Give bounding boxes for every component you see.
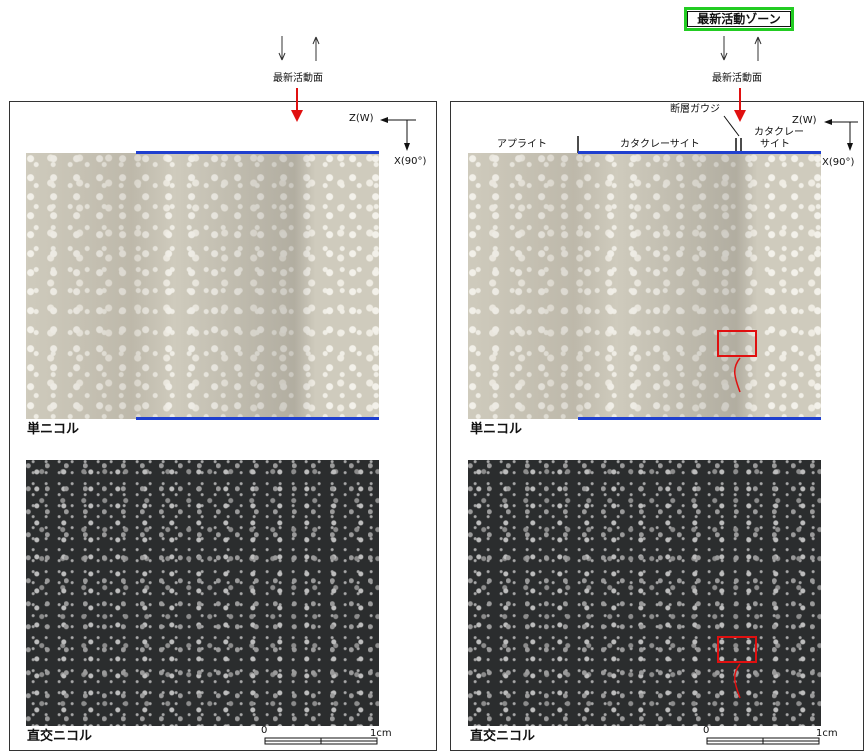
left-plane-polarized-label: 単ニコル bbox=[27, 422, 80, 437]
left-bottom-blue-line bbox=[136, 417, 379, 420]
right-panel bbox=[450, 101, 864, 751]
left-latest-plane-label: 最新活動面 bbox=[273, 73, 323, 84]
cataclasite-label: カタクレーサイト bbox=[620, 139, 700, 150]
latest-zone-label: 最新活動ゾーン bbox=[687, 11, 791, 27]
left-plane-polarized-image bbox=[26, 153, 379, 419]
left-panel bbox=[9, 101, 437, 751]
right-x-axis-label: X(90°) bbox=[822, 157, 855, 168]
right-x-axis-arrow bbox=[847, 122, 853, 151]
aplite-label: アプライト bbox=[497, 139, 547, 150]
right-z-axis-label: Z(W) bbox=[792, 115, 817, 126]
latest-zone-box bbox=[684, 7, 794, 31]
left-red-arrow bbox=[291, 88, 303, 122]
cataclasite-right-label-line2: サイト bbox=[760, 139, 790, 150]
left-scale-one-cm: 1cm bbox=[370, 728, 392, 739]
left-z-axis-arrow bbox=[380, 117, 416, 123]
right-cross-polarized-label: 直交ニコル bbox=[470, 729, 536, 744]
right-shear-sense-arrows bbox=[720, 36, 762, 61]
fault-gouge-label: 断層ガウジ bbox=[670, 104, 720, 115]
right-xpl-red-curve bbox=[734, 663, 741, 699]
left-scale-zero: 0 bbox=[261, 725, 268, 736]
right-plane-polarized-label: 単ニコル bbox=[470, 422, 523, 437]
left-x-axis-arrow bbox=[404, 120, 410, 151]
right-plane-polarized-image bbox=[468, 153, 821, 419]
right-red-arrow bbox=[734, 88, 746, 122]
left-cross-polarized-image bbox=[26, 460, 379, 726]
right-bottom-blue-line bbox=[578, 417, 821, 420]
left-x-axis-label: X(90°) bbox=[394, 156, 427, 167]
cataclasite-right-label-line1: カタクレー bbox=[754, 127, 804, 138]
right-latest-plane-label: 最新活動面 bbox=[712, 73, 762, 84]
left-z-axis-label: Z(W) bbox=[349, 113, 374, 124]
left-top-blue-line bbox=[136, 151, 379, 154]
right-scale-zero: 0 bbox=[703, 725, 710, 736]
right-cross-polarized-image bbox=[468, 460, 821, 726]
fault-gouge-leader-line bbox=[723, 115, 740, 137]
right-scale-one-cm: 1cm bbox=[816, 728, 838, 739]
left-scale-bar bbox=[264, 737, 378, 745]
left-cross-polarized-label: 直交ニコル bbox=[27, 729, 93, 744]
right-top-blue-line bbox=[578, 151, 821, 154]
right-ppl-red-curve bbox=[734, 357, 741, 393]
left-shear-sense-arrows bbox=[278, 36, 320, 61]
right-z-axis-arrow bbox=[824, 119, 858, 125]
right-xpl-red-box bbox=[717, 636, 757, 663]
right-scale-bar bbox=[706, 737, 820, 745]
right-ppl-red-box bbox=[717, 330, 757, 357]
